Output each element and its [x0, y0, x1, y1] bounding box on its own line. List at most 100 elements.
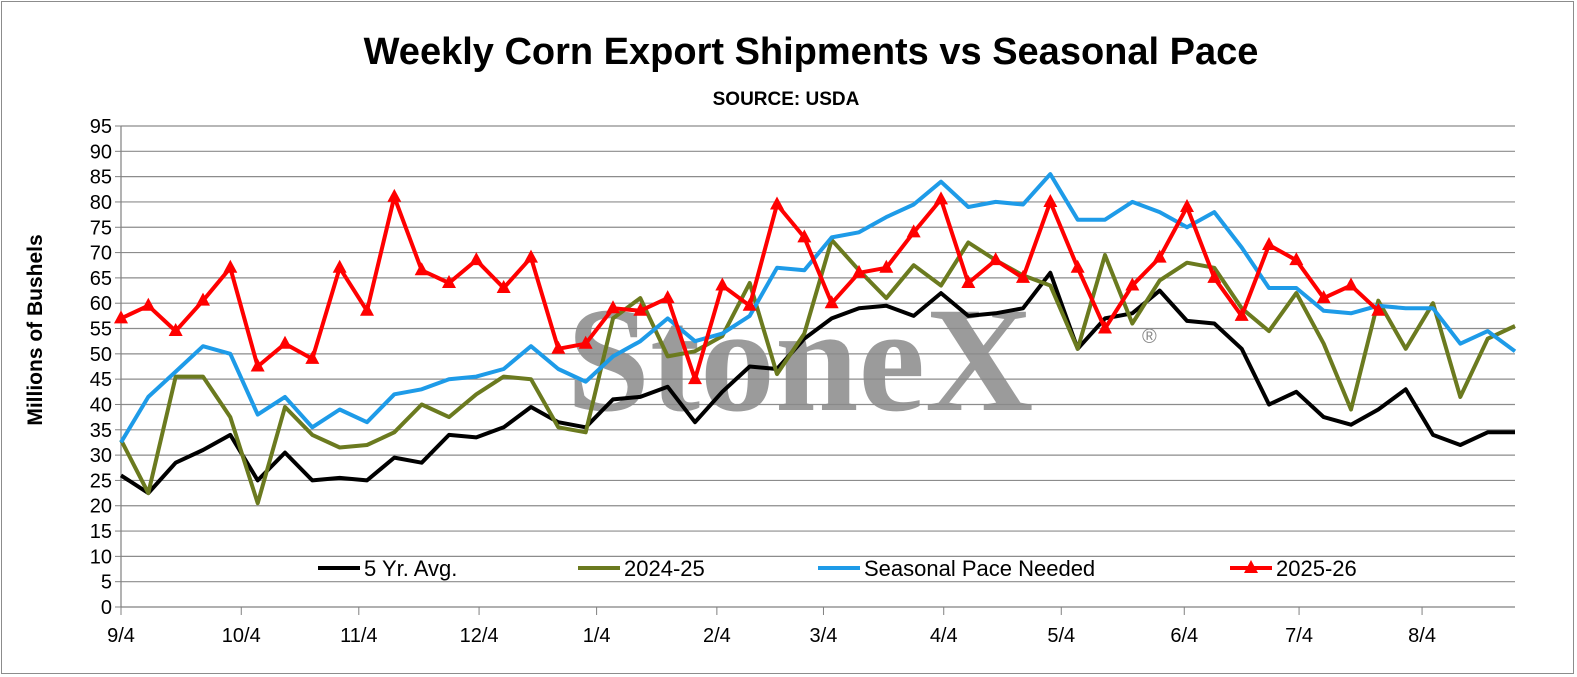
x-tick-label: 8/4 — [1408, 625, 1436, 647]
data-point-marker — [114, 310, 128, 324]
x-tick-label: 12/4 — [460, 625, 499, 647]
y-tick-label: 85 — [90, 167, 112, 189]
data-point-marker — [934, 191, 948, 205]
data-point-marker — [1043, 193, 1058, 207]
y-tick-label: 90 — [90, 141, 112, 163]
data-point-marker — [633, 302, 648, 316]
data-point-marker — [606, 300, 620, 314]
y-tick-label: 15 — [90, 521, 112, 543]
watermark-registered: ® — [1142, 326, 1157, 348]
x-tick-label: 9/4 — [107, 625, 135, 647]
data-point-marker — [496, 280, 511, 294]
data-point-marker — [1371, 302, 1386, 316]
series-5-yr-avg- — [119, 270, 1515, 496]
data-point-marker — [1234, 307, 1249, 321]
y-tick-label: 0 — [101, 597, 112, 619]
data-point-marker — [742, 297, 757, 311]
legend-item: 2025-26 — [1230, 556, 1357, 581]
data-point-marker — [824, 295, 839, 309]
y-tick-label: 50 — [90, 344, 112, 366]
data-point-marker — [770, 196, 784, 210]
data-point-marker — [250, 358, 265, 372]
data-point-marker — [688, 371, 702, 385]
y-axis-ticks: 0 5 10 15 20 25 30 35 40 45 50 55 60 65 70 75 80 85 90 95 — [90, 116, 121, 619]
data-point-marker — [469, 252, 484, 266]
legend-label: 5 Yr. Avg. — [364, 556, 457, 581]
series-line — [119, 237, 1516, 506]
data-point-marker — [1098, 320, 1112, 334]
data-point-marker — [1180, 199, 1194, 213]
series-seasonal-pace-needed — [119, 172, 1517, 444]
data-point-marker — [1316, 290, 1331, 304]
x-axis-ticks: 9/4 10/4 11/4 12/4 1/4 2/4 3/4 4/4 5/4 6/4 7/4 8/4 — [107, 607, 1436, 647]
y-tick-label: 75 — [90, 217, 112, 239]
data-point-marker — [223, 259, 238, 273]
data-point-marker — [168, 323, 183, 337]
y-tick-label: 25 — [90, 470, 112, 492]
series-lines — [114, 172, 1517, 506]
series-line — [119, 270, 1515, 496]
y-tick-label: 55 — [90, 319, 112, 341]
x-tick-label: 1/4 — [583, 625, 611, 647]
y-tick-label: 30 — [90, 445, 112, 467]
data-point-marker — [1016, 269, 1030, 283]
x-tick-label: 11/4 — [340, 625, 377, 647]
y-tick-label: 60 — [90, 293, 112, 315]
data-point-marker — [1070, 259, 1085, 273]
data-point-marker — [660, 290, 675, 304]
data-point-marker — [387, 188, 402, 202]
data-point-marker — [988, 252, 1003, 266]
data-point-marker — [551, 340, 566, 354]
legend-item: 2024-25 — [578, 556, 705, 581]
data-point-marker — [961, 274, 976, 288]
x-tick-label: 4/4 — [930, 625, 958, 647]
data-point-marker — [797, 229, 812, 243]
legend-label: Seasonal Pace Needed — [864, 556, 1095, 581]
legend-label: 2024-25 — [624, 556, 705, 581]
legend-label: 2025-26 — [1276, 556, 1357, 581]
y-tick-label: 5 — [101, 572, 112, 594]
data-point-marker — [879, 259, 894, 273]
y-tick-label: 45 — [90, 369, 112, 391]
data-point-marker — [1207, 269, 1222, 283]
chart-subtitle: SOURCE: USDA — [713, 89, 860, 110]
legend: 5 Yr. Avg. 2024-25 Seasonal Pace Needed 202… — [318, 556, 1357, 581]
y-tick-label: 40 — [90, 394, 112, 416]
y-tick-label: 95 — [90, 116, 112, 138]
data-point-marker — [1125, 277, 1140, 291]
y-tick-label: 20 — [90, 496, 112, 518]
x-tick-label: 10/4 — [222, 625, 261, 647]
x-tick-label: 3/4 — [810, 625, 838, 647]
data-point-marker — [360, 302, 374, 316]
data-point-marker — [1344, 277, 1358, 291]
x-tick-label: 6/4 — [1170, 625, 1198, 647]
y-tick-label: 80 — [90, 192, 112, 214]
x-tick-label: 5/4 — [1047, 625, 1075, 647]
data-point-marker — [1152, 249, 1167, 263]
data-point-marker — [414, 262, 429, 276]
legend-item: 5 Yr. Avg. — [318, 556, 457, 581]
data-point-marker — [524, 249, 538, 263]
legend-item: Seasonal Pace Needed — [818, 556, 1095, 581]
data-point-marker — [196, 292, 210, 306]
data-point-marker — [278, 335, 292, 349]
series-line — [119, 172, 1517, 444]
series-2025-26 — [114, 188, 1386, 385]
data-point-marker — [1289, 252, 1304, 266]
data-point-marker — [852, 264, 866, 278]
data-point-marker — [332, 259, 347, 273]
series-2024-25 — [119, 237, 1516, 506]
data-point-marker — [906, 224, 921, 238]
x-tick-label: 7/4 — [1285, 625, 1313, 647]
data-point-marker — [715, 277, 730, 291]
data-point-marker — [578, 335, 593, 349]
y-tick-label: 65 — [90, 268, 112, 290]
data-point-marker — [442, 274, 456, 288]
y-axis-label: Millions of Bushels — [24, 234, 47, 425]
data-point-marker — [1262, 236, 1276, 250]
data-point-marker — [141, 297, 156, 311]
gridlines — [120, 125, 1515, 608]
x-tick-label: 2/4 — [703, 625, 731, 647]
data-point-marker — [305, 350, 320, 364]
